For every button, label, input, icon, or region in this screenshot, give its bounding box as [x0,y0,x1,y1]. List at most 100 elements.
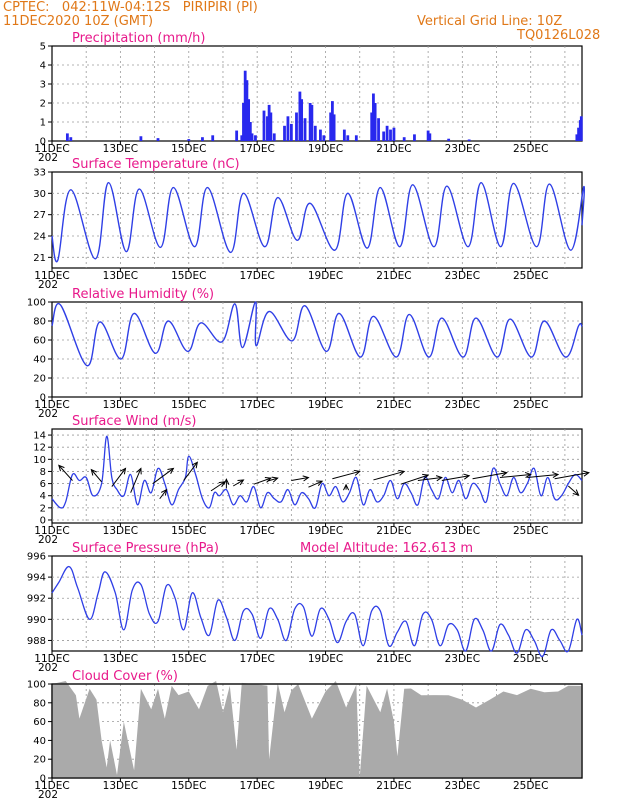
precip-bar [372,93,375,141]
x-tick-label: 19DEC [308,270,343,282]
y-tick-label: 5 [40,42,46,53]
wind-arrow-head [160,488,168,496]
precip-bar [308,103,312,141]
y-tick-label: 100 [27,298,46,309]
y-tick-label: 21 [33,253,46,264]
y-tick-label: 994 [27,573,46,584]
wind-arrow-head [90,468,98,476]
precip-bar [65,133,69,141]
panel-title: Precipitation (mm/h) [72,31,205,46]
precip-bar [322,135,326,141]
wind-arrow [441,475,470,482]
x-tick-label: 19DEC [308,653,343,665]
x-year-stub: 202 [38,408,58,420]
precip-bar [248,122,252,141]
y-tick-label: 4 [40,61,46,72]
wind-arrow-head [422,473,430,480]
x-tick-label: 15DEC [171,525,206,537]
y-tick-label: 14 [33,431,46,442]
x-tick-label: 13DEC [103,525,138,537]
precip-bar [247,99,251,141]
precip-bar [254,135,257,141]
wind-arrow [308,480,323,488]
y-tick-label: 4 [40,491,46,502]
grid-note: Vertical Grid Line: 10Z [417,14,563,29]
precip-bar [201,137,204,141]
y-tick-label: 20 [33,374,46,385]
wind-arrow-head [500,470,508,477]
wind-arrow [152,468,174,484]
panel-pressure: 988 990 992 994 996 11DEC 13DEC 15DEC 17DEC 19DEC… [27,541,583,674]
panel-title: Surface Pressure (hPa) [72,541,219,556]
y-tick-label: 2 [40,99,46,110]
precip-bar [402,137,406,141]
wind-arrow [130,468,142,493]
y-tick-label: 996 [27,552,46,563]
wind-arrow [267,477,278,482]
precip-bar [139,136,143,141]
precip-bar [283,125,286,141]
x-tick-label: 21DEC [376,525,411,537]
y-tick-label: 988 [27,636,46,647]
precip-bar [250,133,254,141]
x-tick-label: 23DEC [445,525,480,537]
x-tick-label: 25DEC [513,143,548,155]
precip-bar [373,103,377,141]
x-tick-label: 13DEC [103,270,138,282]
station-header: CPTEC: 042:11W-04:12S PIRIPIRI (PI) [3,0,258,15]
y-tick-label: 30 [33,189,46,200]
y-tick-label: 990 [27,615,46,626]
precip-bar [382,131,386,141]
precip-bar [269,112,273,141]
precip-bar [262,110,266,141]
y-tick-label: 0 [40,137,46,148]
x-tick-label: 15DEC [171,780,206,792]
x-tick-label: 25DEC [513,525,548,537]
wind-arrow-head [582,470,590,477]
precip-bar [332,114,336,141]
precip-bar [447,138,451,141]
y-tick-label: 40 [33,736,46,747]
x-tick-label: 21DEC [376,653,411,665]
precip-bar [342,129,346,141]
precip-bar [156,138,160,141]
precip-bar [313,125,317,141]
wind-arrow [90,469,102,483]
precip-bar [295,112,298,141]
wind-arrow [253,477,272,485]
wind-arrow-head [191,461,199,469]
precip-bar [272,133,276,141]
precip-bar [69,137,73,141]
precip-bar [428,133,432,141]
precip-bar [329,112,333,141]
x-tick-label: 23DEC [445,143,480,155]
x-year-stub: 202 [38,279,58,291]
precip-bar [389,129,392,141]
x-tick-label: 15DEC [171,143,206,155]
x-tick-label: 13DEC [103,399,138,411]
run-date: 11DEC2020 10Z (GMT) [3,14,154,29]
wind-arrow-head [223,478,230,485]
y-tick-label: 3 [40,80,46,91]
wind-arrow [210,481,225,492]
panel-cloud: 0 20 40 60 80 100 11DEC 13DEC 15DEC 17DEC 19DEC 21D… [27,669,583,800]
wind-arrow-head [572,489,580,496]
wind-arrow [373,470,405,481]
y-tick-label: 0 [40,774,46,785]
precip-bar [330,101,334,141]
x-tick-label: 11DEC [34,780,69,792]
wind-arrow [111,468,126,487]
x-tick-label: 19DEC [308,525,343,537]
x-tick-label: 11DEC [34,143,69,155]
panel-frame [51,428,583,524]
y-tick-label: 0 [40,515,46,526]
wind-arrow-head [271,476,279,483]
precip-bar [354,135,358,141]
x-tick-label: 23DEC [445,653,480,665]
precip-bar [245,80,249,141]
precip-bar [579,116,583,141]
panel-frame [51,555,583,652]
x-tick-label: 19DEC [308,399,343,411]
wind-arrow-head [463,473,471,480]
precip-bar [385,125,389,141]
